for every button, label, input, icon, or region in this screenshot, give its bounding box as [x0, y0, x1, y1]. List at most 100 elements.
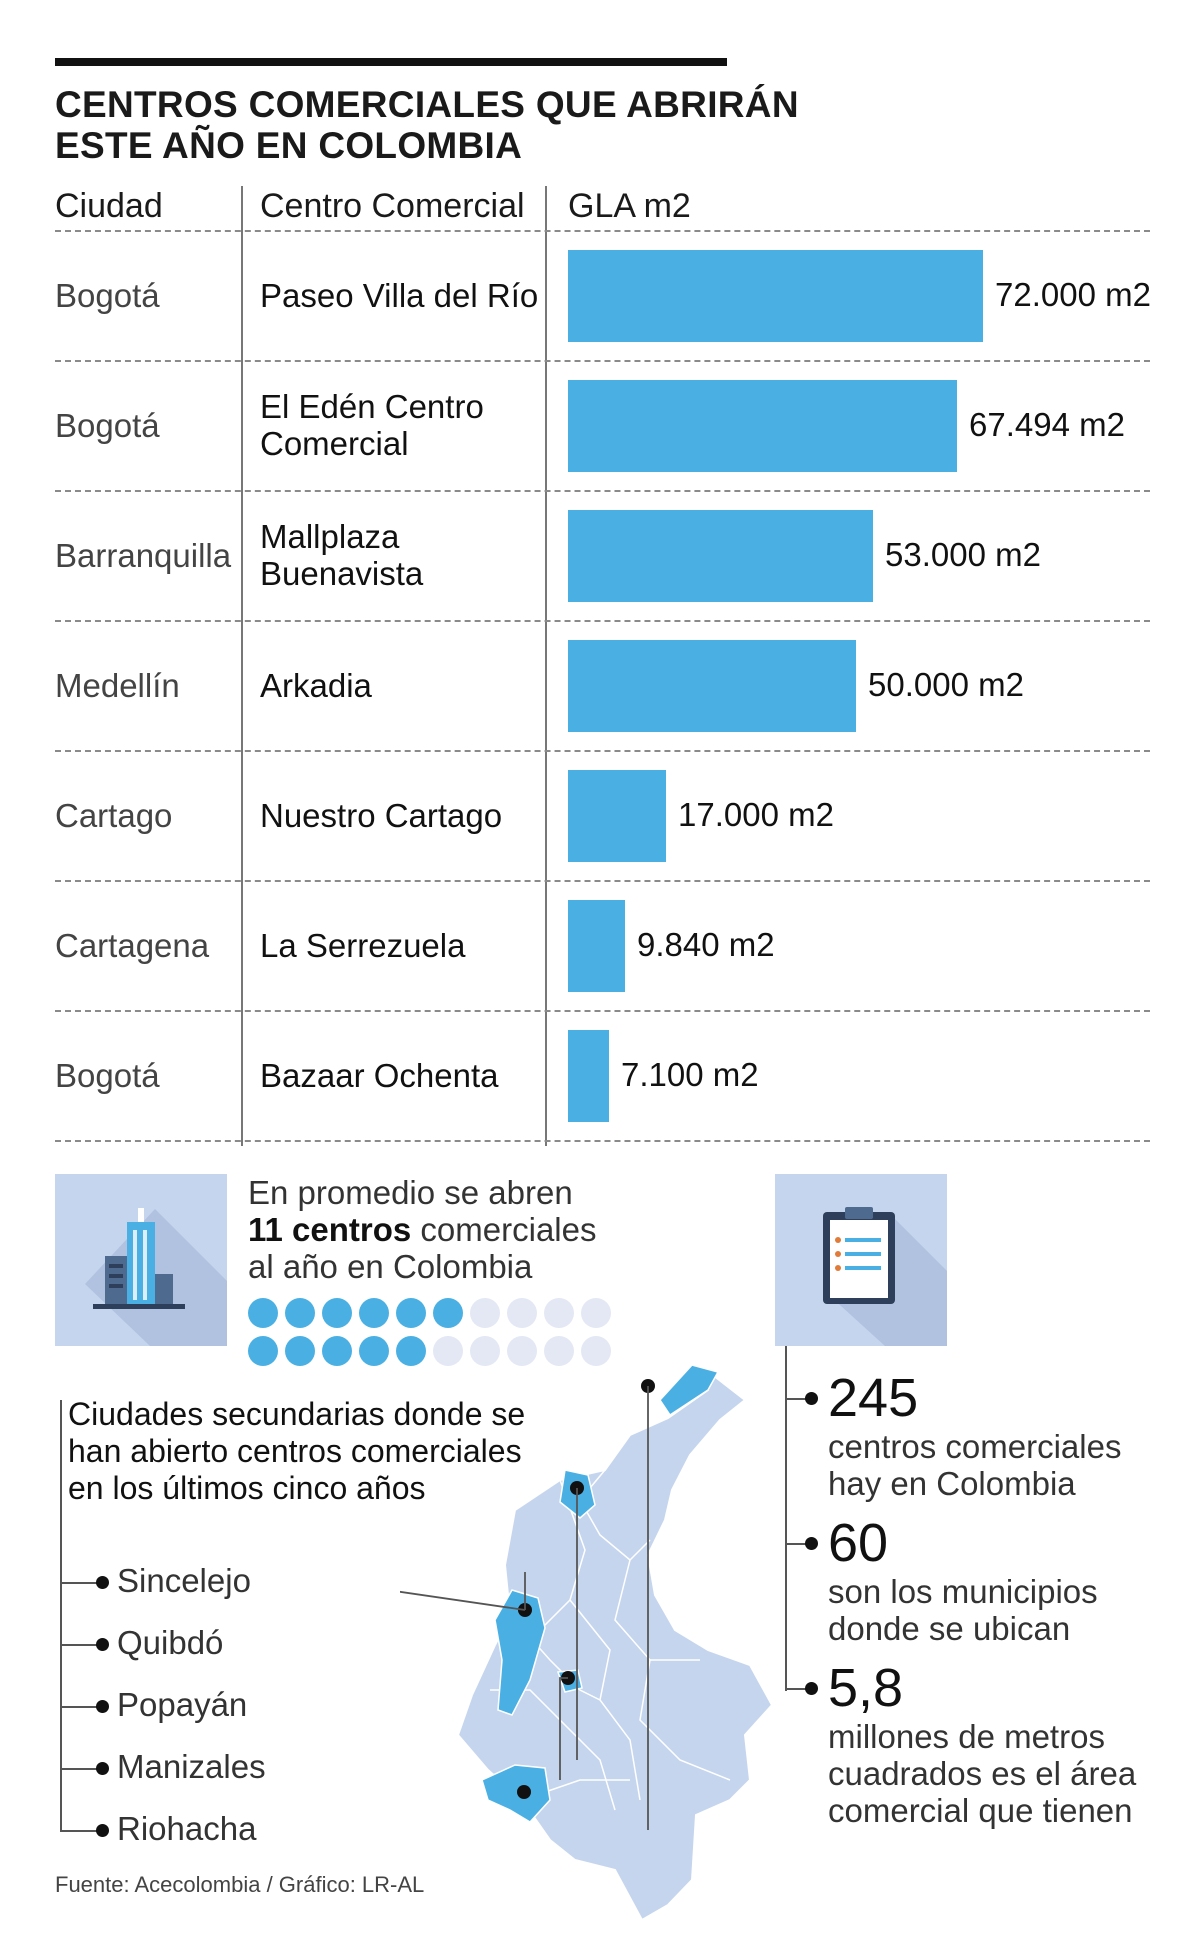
stat-number: 60 — [828, 1513, 889, 1573]
bracket-tick — [60, 1582, 98, 1584]
dot-filled — [322, 1336, 352, 1366]
dot-filled — [248, 1336, 278, 1366]
row-divider — [55, 1140, 1150, 1142]
bullet-dot — [96, 1576, 109, 1589]
city-cell: Barranquilla — [55, 536, 232, 574]
average-number: 11 centros — [248, 1211, 412, 1248]
bullet-dot — [805, 1682, 818, 1695]
clipboard-icon — [775, 1174, 947, 1346]
dot-empty — [433, 1336, 463, 1366]
row-divider — [55, 750, 1150, 752]
header-gla: GLA m2 — [568, 187, 691, 225]
mall-name: Arkadia — [260, 666, 372, 704]
bracket-tick — [785, 1688, 809, 1690]
bracket-tick — [60, 1706, 98, 1708]
mall-name: Bazaar Ochenta — [260, 1056, 499, 1094]
source-note: Fuente: Acecolombia / Gráfico: LR-AL — [55, 1872, 425, 1897]
secondary-city: Quibdó — [117, 1624, 224, 1661]
average-line3: al año en Colombia — [248, 1248, 533, 1285]
gla-value-label: 7.100 m2 — [621, 1056, 759, 1093]
dot-filled — [285, 1336, 315, 1366]
title-rule — [55, 58, 727, 66]
gla-bar — [568, 250, 983, 342]
dot-filled — [396, 1298, 426, 1328]
row-divider — [55, 490, 1150, 492]
gla-bar — [568, 510, 873, 602]
gla-value-label: 17.000 m2 — [678, 796, 834, 833]
mall-name: Paseo Villa del Río — [260, 276, 539, 314]
city-cell: Bogotá — [55, 1056, 160, 1094]
page-title: CENTROS COMERCIALES QUE ABRIRÁN ESTE AÑO… — [55, 84, 799, 166]
gla-bar — [568, 640, 856, 732]
secondary-city: Sincelejo — [117, 1562, 251, 1599]
bullet-dot — [805, 1537, 818, 1550]
dot-empty — [544, 1336, 574, 1366]
row-divider — [55, 360, 1150, 362]
secondary-city: Riohacha — [117, 1810, 257, 1847]
dot-empty — [470, 1298, 500, 1328]
bullet-dot — [96, 1762, 109, 1775]
row-divider — [55, 620, 1150, 622]
gla-value-label: 53.000 m2 — [885, 536, 1041, 573]
bullet-dot — [96, 1700, 109, 1713]
secondary-city: Popayán — [117, 1686, 248, 1723]
stat-number: 5,8 — [828, 1658, 904, 1718]
dot-filled — [396, 1336, 426, 1366]
mall-name: La Serrezuela — [260, 926, 466, 964]
stat-text: son los municipios donde se ubican — [828, 1573, 1098, 1647]
colombia-map — [400, 1362, 774, 1920]
dot-empty — [581, 1298, 611, 1328]
mall-name: El Edén Centro Comercial — [260, 388, 484, 462]
gla-value-label: 67.494 m2 — [969, 406, 1125, 443]
city-cell: Cartagena — [55, 926, 210, 964]
city-cell: Bogotá — [55, 406, 160, 444]
dot-empty — [507, 1336, 537, 1366]
secondary-bracket — [60, 1400, 62, 1832]
bracket-tick — [60, 1768, 98, 1770]
city-cell: Bogotá — [55, 276, 160, 314]
average-line1: En promedio se abren — [248, 1174, 573, 1211]
header-city: Ciudad — [55, 187, 163, 225]
city-cell: Medellín — [55, 666, 180, 704]
stat-number: 245 — [828, 1368, 919, 1428]
dot-empty — [507, 1298, 537, 1328]
column-divider — [545, 186, 547, 1146]
dot-filled — [285, 1298, 315, 1328]
gla-bar — [568, 380, 957, 472]
city-cell: Cartago — [55, 796, 173, 834]
stat-text: centros comerciales hay en Colombia — [828, 1428, 1122, 1502]
row-divider — [55, 880, 1150, 882]
gla-bar — [568, 900, 625, 992]
bullet-dot — [96, 1824, 109, 1837]
gla-bar — [568, 1030, 609, 1122]
dot-filled — [322, 1298, 352, 1328]
dot-filled — [433, 1298, 463, 1328]
gla-bar — [568, 770, 666, 862]
dot-filled — [359, 1336, 389, 1366]
bullet-dot — [96, 1638, 109, 1651]
row-divider — [55, 1010, 1150, 1012]
dot-filled — [248, 1298, 278, 1328]
gla-value-label: 9.840 m2 — [637, 926, 775, 963]
stats-bracket — [785, 1346, 787, 1691]
header-mall: Centro Comercial — [260, 187, 525, 225]
gla-value-label: 72.000 m2 — [995, 276, 1151, 313]
dot-filled — [359, 1298, 389, 1328]
mall-name: Nuestro Cartago — [260, 796, 503, 834]
bracket-tick — [785, 1398, 809, 1400]
stat-text: millones de metros cuadrados es el área … — [828, 1718, 1137, 1829]
dot-empty — [470, 1336, 500, 1366]
buildings-icon — [55, 1174, 227, 1346]
bracket-tick — [60, 1830, 98, 1832]
average-line2: comerciales — [411, 1211, 597, 1248]
dot-empty — [581, 1336, 611, 1366]
bullet-dot — [805, 1392, 818, 1405]
bracket-tick — [60, 1644, 98, 1646]
dot-empty — [544, 1298, 574, 1328]
mall-name: Mallplaza Buenavista — [260, 518, 424, 592]
gla-value-label: 50.000 m2 — [868, 666, 1024, 703]
bracket-tick — [785, 1543, 809, 1545]
secondary-title: Ciudades secundarias donde se han abiert… — [68, 1396, 526, 1506]
average-text: En promedio se abren 11 centros comercia… — [248, 1174, 648, 1285]
secondary-city: Manizales — [117, 1748, 266, 1785]
